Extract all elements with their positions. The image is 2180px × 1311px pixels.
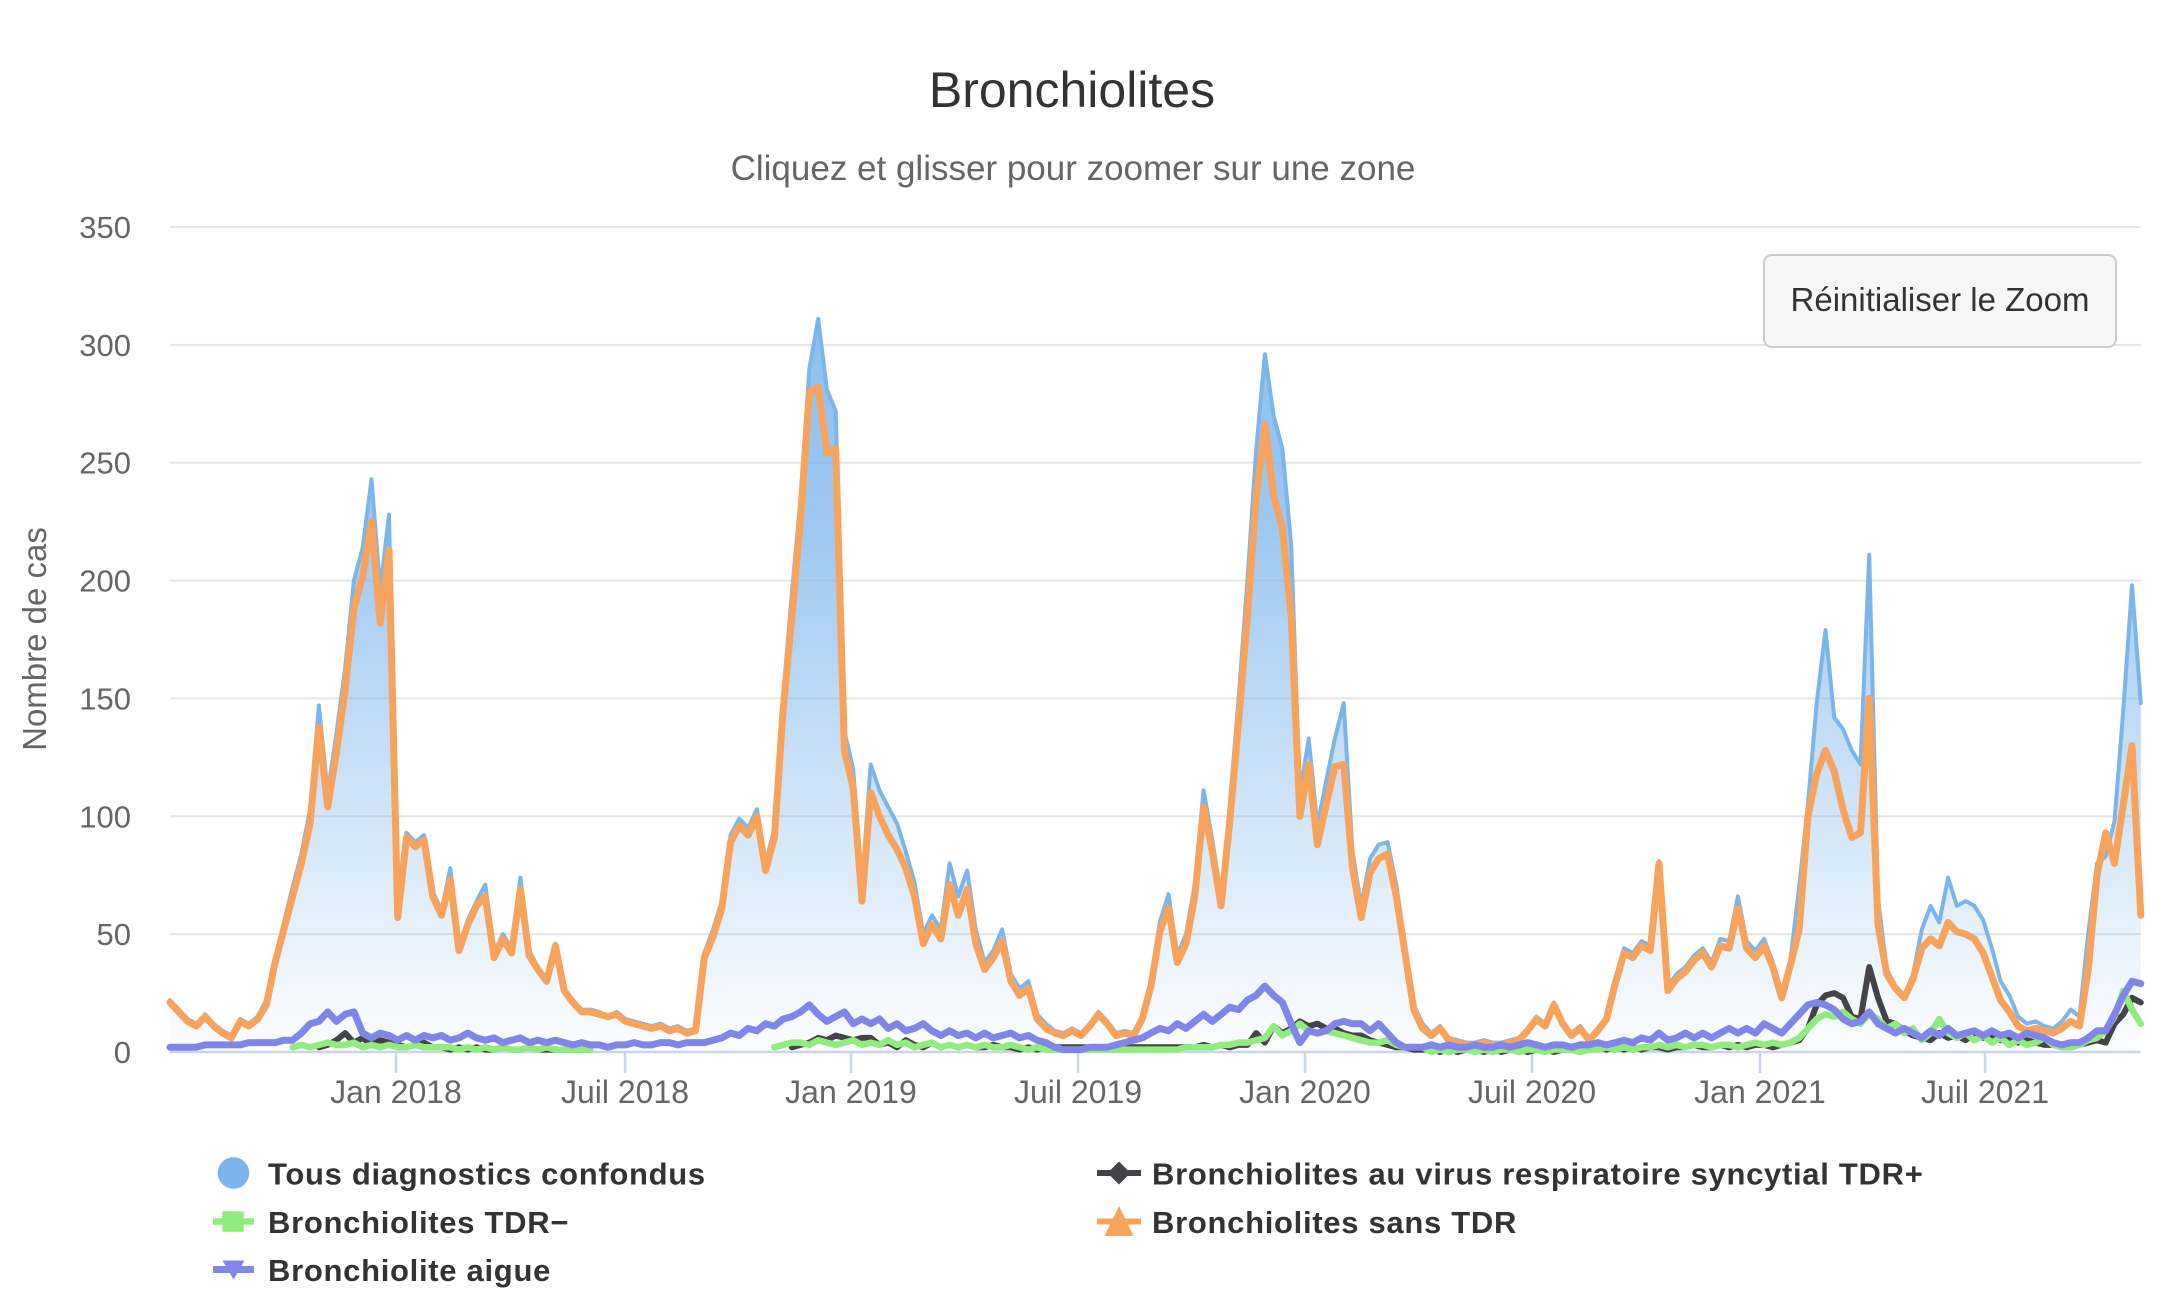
svg-text:Bronchiolites: Bronchiolites: [929, 62, 1215, 118]
svg-text:Jan 2019: Jan 2019: [785, 1074, 917, 1110]
svg-text:Tous diagnostics confondus: Tous diagnostics confondus: [268, 1157, 706, 1192]
svg-text:Juil 2019: Juil 2019: [1014, 1074, 1142, 1110]
svg-text:Bronchiolites sans TDR: Bronchiolites sans TDR: [1152, 1205, 1517, 1240]
svg-text:Juil 2018: Juil 2018: [561, 1074, 689, 1110]
svg-text:Bronchiolites TDR−: Bronchiolites TDR−: [268, 1205, 569, 1240]
svg-text:Bronchiolites au virus respira: Bronchiolites au virus respiratoire sync…: [1152, 1157, 1924, 1192]
svg-text:Cliquez et glisser pour zoomer: Cliquez et glisser pour zoomer sur une z…: [731, 149, 1416, 188]
svg-text:150: 150: [79, 681, 131, 716]
svg-text:Réinitialiser le Zoom: Réinitialiser le Zoom: [1791, 281, 2090, 318]
svg-text:Nombre de cas: Nombre de cas: [16, 527, 53, 751]
svg-text:350: 350: [79, 210, 131, 245]
svg-text:Jan 2018: Jan 2018: [330, 1074, 462, 1110]
svg-text:Jan 2020: Jan 2020: [1239, 1074, 1371, 1110]
svg-text:300: 300: [79, 328, 131, 363]
svg-text:Juil 2020: Juil 2020: [1468, 1074, 1596, 1110]
svg-text:250: 250: [79, 446, 131, 481]
svg-text:0: 0: [114, 1035, 131, 1070]
svg-text:Juil 2021: Juil 2021: [1921, 1074, 2049, 1110]
svg-text:Bronchiolite aigue: Bronchiolite aigue: [268, 1253, 551, 1288]
svg-text:Jan 2021: Jan 2021: [1694, 1074, 1826, 1110]
svg-text:200: 200: [79, 564, 131, 599]
svg-text:100: 100: [79, 799, 131, 834]
svg-text:50: 50: [97, 917, 131, 952]
